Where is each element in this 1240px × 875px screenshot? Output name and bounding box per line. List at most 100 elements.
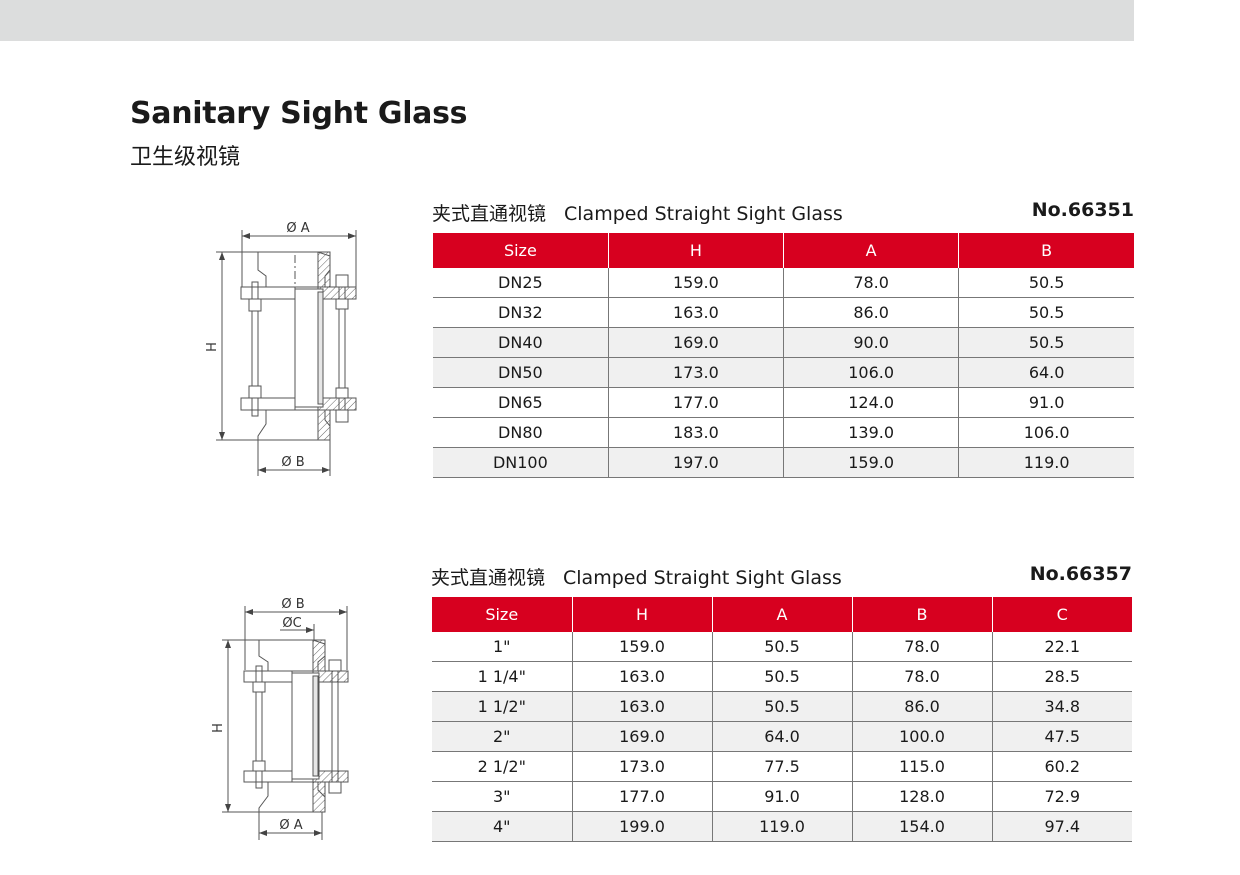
table-cell: 64.0: [958, 357, 1134, 388]
column-header-h: H: [607, 233, 784, 268]
table-cell: 1 1/4": [432, 661, 572, 692]
table-cell: DN32: [433, 297, 609, 328]
column-header-a: A: [711, 597, 852, 632]
table-header-row: Size H A B C: [432, 597, 1132, 632]
caption-en: Clamped Straight Sight Glass: [563, 567, 842, 589]
table-cell: 177.0: [571, 781, 712, 812]
column-header-c: C: [991, 597, 1132, 632]
table-cell: 2": [432, 721, 572, 752]
table-row: DN40 169.0 90.0 50.5: [433, 327, 1134, 358]
table-cell: 169.0: [607, 327, 784, 358]
table-cell: 1 1/2": [432, 691, 572, 722]
table-cell: 78.0: [851, 661, 992, 692]
table-cell: 86.0: [782, 297, 959, 328]
table-row: DN100 197.0 159.0 119.0: [433, 447, 1134, 478]
table-cell: 169.0: [571, 721, 712, 752]
table-row: 1 1/2" 163.0 50.5 86.0 34.8: [432, 691, 1132, 722]
table-cell: 4": [432, 811, 572, 842]
table-row: 3" 177.0 91.0 128.0 72.9: [432, 781, 1132, 812]
table-cell: 50.5: [958, 327, 1134, 358]
caption-cn: 夹式直通视镜: [432, 203, 547, 225]
table-cell: 163.0: [571, 691, 712, 722]
table-cell: 60.2: [991, 751, 1132, 782]
column-header-size: Size: [432, 597, 572, 632]
page-title: Sanitary Sight Glass: [130, 96, 468, 131]
table-cell: 64.0: [711, 721, 852, 752]
table-cell: 183.0: [607, 417, 784, 448]
table-cell: 97.4: [991, 811, 1132, 842]
table-cell: 50.5: [711, 661, 852, 692]
table-cell: 177.0: [607, 387, 784, 418]
product-caption: 夹式直通视镜 Clamped Straight Sight Glass: [432, 199, 843, 226]
column-header-h: H: [571, 597, 712, 632]
table-cell: 199.0: [571, 811, 712, 842]
dim-label-b: Ø B: [281, 597, 304, 612]
product-number: No.66357: [1029, 563, 1132, 585]
table-row: DN25 159.0 78.0 50.5: [433, 268, 1134, 298]
drawing-66351: Ø A H Ø B: [205, 221, 357, 476]
caption-cn: 夹式直通视镜: [431, 567, 546, 589]
product-caption: 夹式直通视镜 Clamped Straight Sight Glass: [431, 563, 842, 590]
table-header-row: Size H A B: [433, 233, 1134, 268]
table-cell: 197.0: [607, 447, 784, 478]
page-subtitle: 卫生级视镜: [130, 145, 241, 170]
table-cell: 173.0: [571, 751, 712, 782]
table-cell: DN25: [433, 268, 609, 298]
table-cell: 34.8: [991, 691, 1132, 722]
table-cell: 91.0: [711, 781, 852, 812]
table-cell: 3": [432, 781, 572, 812]
dim-label-h: H: [205, 342, 220, 352]
table-cell: 139.0: [782, 417, 959, 448]
dim-label-a: Ø A: [286, 221, 309, 236]
column-header-a: A: [782, 233, 959, 268]
table-cell: 119.0: [958, 447, 1134, 478]
table-cell: DN65: [433, 387, 609, 418]
table-cell: 50.5: [711, 691, 852, 722]
table-cell: 86.0: [851, 691, 992, 722]
caption-en: Clamped Straight Sight Glass: [564, 203, 843, 225]
column-header-b: B: [851, 597, 992, 632]
table-cell: 78.0: [782, 268, 959, 298]
table-row: 1 1/4" 163.0 50.5 78.0 28.5: [432, 661, 1132, 692]
table-row: DN65 177.0 124.0 91.0: [433, 387, 1134, 418]
spec-table: Size H A B DN25 159.0 78.0 50.5 DN32 163.0 86.0 50…: [433, 233, 1134, 478]
table-cell: 50.5: [711, 632, 852, 662]
table-row: 1" 159.0 50.5 78.0 22.1: [432, 632, 1132, 662]
table-cell: 173.0: [607, 357, 784, 388]
table-cell: 100.0: [851, 721, 992, 752]
table-cell: DN40: [433, 327, 609, 358]
table-cell: DN80: [433, 417, 609, 448]
table-row: 2 1/2" 173.0 77.5 115.0 60.2: [432, 751, 1132, 782]
dim-label-b: Ø B: [281, 455, 304, 470]
table-row: DN50 173.0 106.0 64.0: [433, 357, 1134, 388]
table-cell: 115.0: [851, 751, 992, 782]
spec-table: Size H A B C 1" 159.0 50.5 78.0 22.1 1 1/4" 163.0 5…: [432, 597, 1132, 842]
dim-label-a: Ø A: [279, 818, 302, 833]
table-cell: 2 1/2": [432, 751, 572, 782]
table-cell: 77.5: [711, 751, 852, 782]
table-row: 4" 199.0 119.0 154.0 97.4: [432, 811, 1132, 842]
table-cell: 72.9: [991, 781, 1132, 812]
table-row: DN32 163.0 86.0 50.5: [433, 297, 1134, 328]
drawing-66357: Ø B ØC H Ø A: [211, 597, 349, 840]
table-cell: 90.0: [782, 327, 959, 358]
table-cell: 47.5: [991, 721, 1132, 752]
table-cell: 159.0: [571, 632, 712, 662]
table-cell: DN100: [433, 447, 609, 478]
table-cell: 50.5: [958, 297, 1134, 328]
table-cell: 163.0: [607, 297, 784, 328]
table-cell: 22.1: [991, 632, 1132, 662]
table-cell: 154.0: [851, 811, 992, 842]
dim-label-h: H: [211, 723, 226, 733]
table-cell: 124.0: [782, 387, 959, 418]
table-row: DN80 183.0 139.0 106.0: [433, 417, 1134, 448]
product-number: No.66351: [1031, 199, 1134, 221]
table-cell: 159.0: [607, 268, 784, 298]
table-cell: 28.5: [991, 661, 1132, 692]
top-banner: [0, 0, 1134, 41]
table-row: 2" 169.0 64.0 100.0 47.5: [432, 721, 1132, 752]
table-cell: 91.0: [958, 387, 1134, 418]
column-header-b: B: [958, 233, 1134, 268]
table-cell: 1": [432, 632, 572, 662]
